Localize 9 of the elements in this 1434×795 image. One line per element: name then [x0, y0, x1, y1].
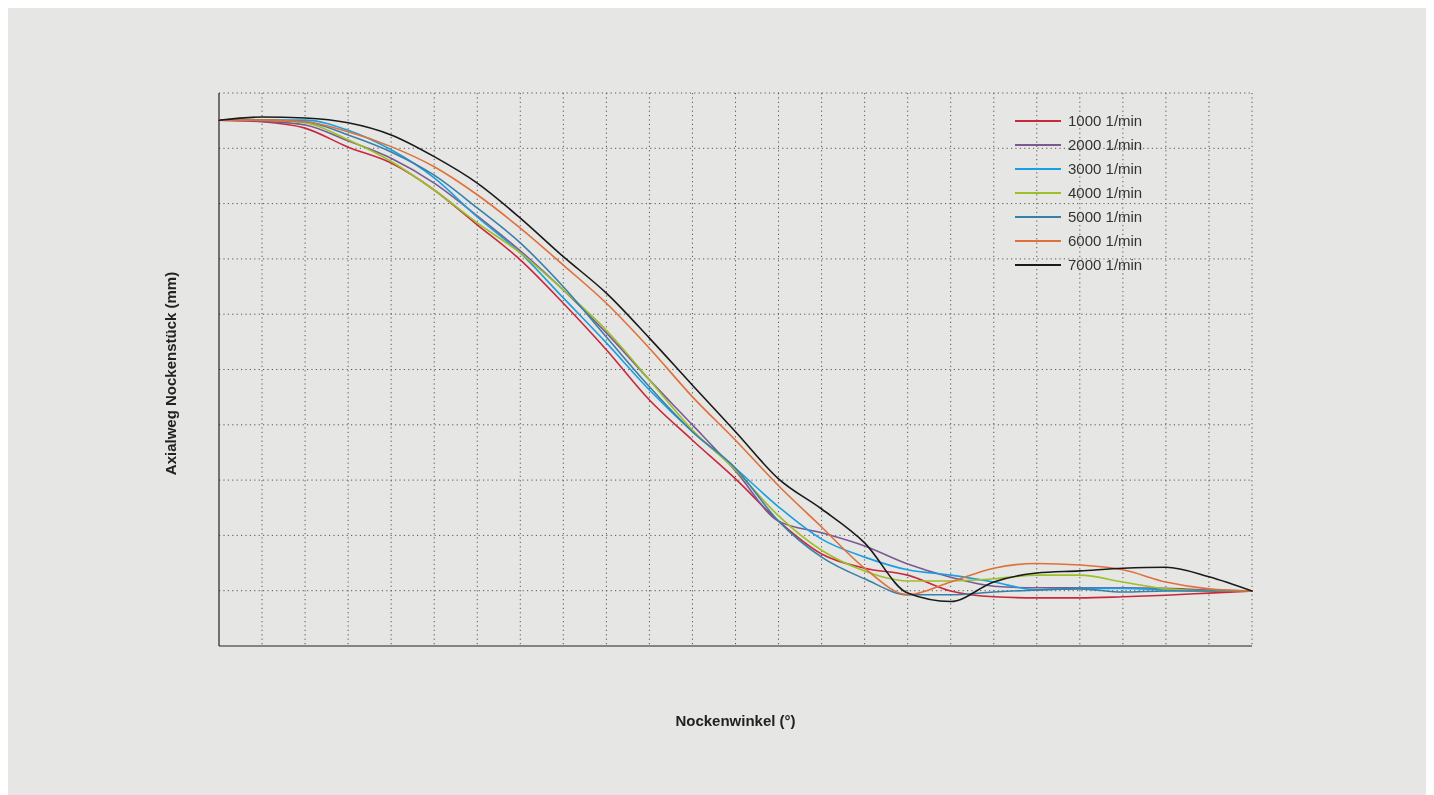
legend-label: 2000 1/min [1068, 136, 1143, 153]
legend-label: 5000 1/min [1068, 208, 1143, 225]
legend-label: 4000 1/min [1068, 184, 1143, 201]
legend-label: 3000 1/min [1068, 160, 1143, 177]
x-axis-title: Nockenwinkel (°) [675, 712, 796, 729]
legend-label: 1000 1/min [1068, 112, 1143, 129]
y-axis-title: Axialweg Nockenstück (mm) [162, 271, 179, 476]
legend-label: 7000 1/min [1068, 256, 1143, 273]
legend-label: 6000 1/min [1068, 232, 1143, 249]
